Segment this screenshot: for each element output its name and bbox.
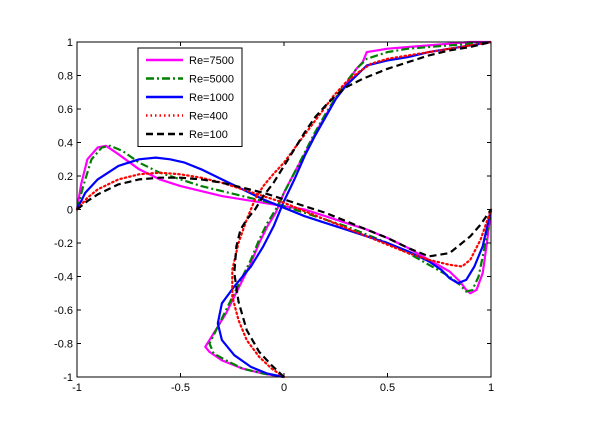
legend-label: Re=7500: [189, 55, 234, 67]
series-line-re-100-1: [76, 176, 492, 258]
y-tick-label: 0.4: [58, 138, 73, 150]
series-layer: [75, 40, 493, 379]
legend-label: Re=100: [189, 129, 228, 141]
y-tick-label: -0.4: [54, 272, 73, 284]
series-line-re-5000-2: [208, 40, 492, 379]
y-tick-label: 0.8: [58, 71, 73, 83]
x-tick-label: -0.5: [171, 382, 190, 394]
legend-label: Re=1000: [189, 92, 234, 104]
series-line-re-5000-1: [75, 144, 493, 293]
x-tick-label: -1: [72, 382, 82, 394]
x-tick-label: 0: [281, 382, 287, 394]
x-tick-label: 1: [488, 382, 494, 394]
legend: Re=7500 Re=5000 Re=1000 Re=400 Re=100: [137, 47, 243, 147]
y-tick-label: -1: [63, 372, 73, 384]
x-tick-label: 0.5: [380, 382, 395, 394]
y-tick-label: 0.6: [58, 104, 73, 116]
series-line-re-1000-2: [216, 40, 492, 379]
series-line-re-100-2: [233, 40, 492, 378]
y-tick-label: 0.2: [58, 171, 73, 183]
series-line-re-1000-1: [76, 156, 493, 285]
y-tick-label: 0: [67, 205, 73, 217]
series-line-re-7500-2: [204, 40, 491, 379]
legend-label: Re=5000: [189, 74, 234, 86]
y-tick-label: -0.2: [54, 238, 73, 250]
legend-label: Re=400: [189, 111, 228, 123]
ticks-layer: -1 -0.5 0 0.5 1 -1 -0.8 -0.6 -0.4 -0.2 0 0.2 0.4 0.6 0…: [54, 37, 494, 394]
y-tick-label: -0.6: [54, 305, 73, 317]
y-tick-label: -0.8: [54, 339, 73, 351]
y-tick-label: 1: [67, 37, 73, 49]
series-line-re-400-1: [75, 171, 493, 268]
